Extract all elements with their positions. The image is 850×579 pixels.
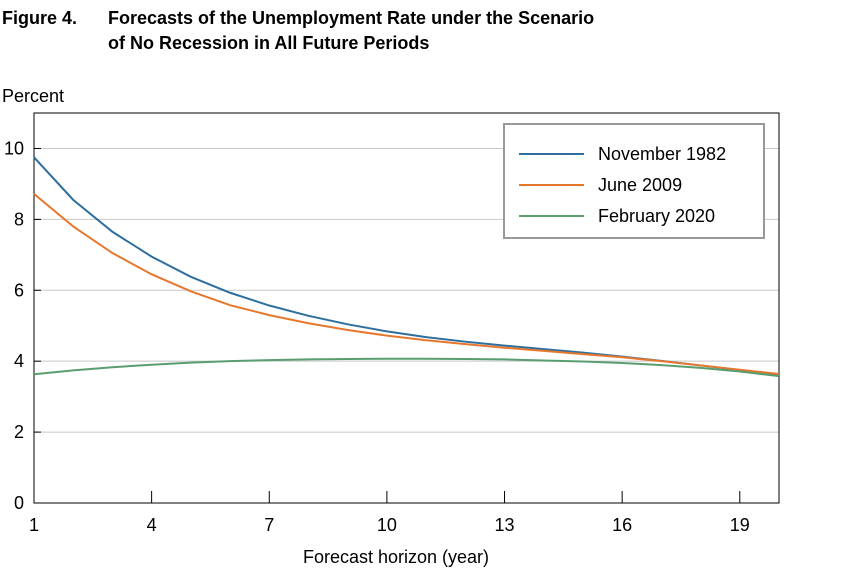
chart-title: Forecasts of the Unemployment Rate under… (108, 8, 594, 28)
x-axis-label: Forecast horizon (year) (303, 547, 489, 567)
x-tick-label: 13 (495, 515, 515, 535)
y-tick-label: 4 (14, 351, 24, 371)
x-tick-label: 1 (29, 515, 39, 535)
legend-label: June 2009 (598, 175, 682, 195)
legend-box (503, 123, 765, 239)
series-line (33, 193, 780, 375)
y-tick-label: 8 (14, 209, 24, 229)
legend-label: February 2020 (598, 206, 715, 226)
x-tick-label: 19 (730, 515, 750, 535)
y-tick-label: 6 (14, 280, 24, 300)
plot-frame (33, 112, 780, 504)
y-tick-label: 10 (4, 138, 24, 158)
figure-label: Figure 4. (2, 8, 77, 28)
chart-title: of No Recession in All Future Periods (108, 33, 429, 53)
y-tick-label: 2 (14, 422, 24, 442)
x-tick-label: 7 (264, 515, 274, 535)
y-tick-label: 0 (14, 493, 24, 513)
series-line (33, 357, 780, 378)
x-tick-label: 4 (147, 515, 157, 535)
legend-label: November 1982 (598, 144, 726, 164)
x-tick-label: 16 (612, 515, 632, 535)
x-tick-label: 10 (377, 515, 397, 535)
y-axis-label: Percent (2, 86, 64, 106)
